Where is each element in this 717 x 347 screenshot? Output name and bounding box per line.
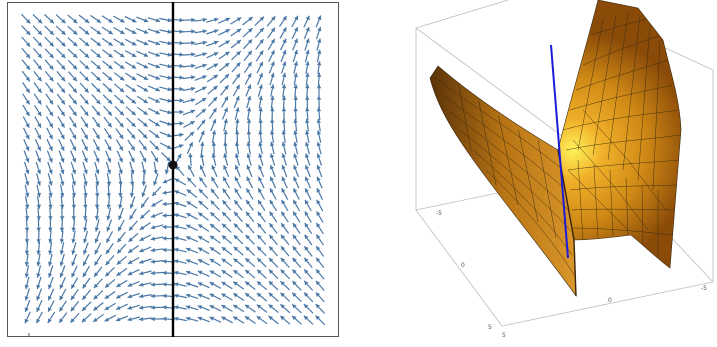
flow-arrow-head — [191, 87, 195, 91]
flow-arrow-head — [162, 305, 166, 309]
flow-arrow-head — [305, 84, 309, 88]
flow-arrow-head — [317, 107, 321, 111]
flow-arrow-head — [317, 96, 321, 100]
flow-arrow-head — [162, 213, 166, 217]
flow-arrow-head — [247, 96, 251, 100]
flow-arrow-head — [282, 73, 286, 77]
tick-label-bottom-mid: 0 — [608, 297, 612, 304]
tick-label-bottom-left-2: 5 — [502, 332, 506, 339]
flow-arrow-head — [106, 216, 110, 220]
flow-arrow-head — [293, 107, 297, 111]
flow-arrow-head — [180, 110, 184, 114]
flow-arrow-head — [167, 76, 171, 80]
flow-arrow-head — [168, 41, 172, 45]
flow-arrow-head — [71, 239, 75, 243]
flow-arrow-head — [224, 119, 228, 123]
flow-arrow-head — [270, 84, 274, 88]
flow-arrow-head — [174, 259, 178, 263]
flow-arrow-head — [247, 130, 251, 134]
flow-arrow-head — [270, 119, 274, 123]
stream-plot — [7, 2, 339, 337]
flow-arrow-head — [174, 282, 178, 286]
flow-arrow-head — [180, 121, 184, 125]
tick-label-bottom-right: -5 — [701, 285, 707, 292]
flow-arrow-head — [37, 239, 41, 243]
flow-arrow-head — [203, 41, 207, 45]
flow-arrow-head — [200, 142, 204, 146]
flow-arrow-head — [191, 98, 196, 102]
surface-plot: -5 0 5 5 0 -5 — [398, 0, 717, 343]
flow-arrow-head — [162, 294, 166, 298]
flow-arrow-head — [174, 271, 178, 275]
flow-arrow-head — [162, 317, 166, 321]
flow-arrow-head — [305, 50, 309, 55]
flow-arrow-head — [282, 107, 286, 111]
flow-arrow-head — [25, 285, 29, 290]
flow-arrow-head — [162, 202, 166, 206]
flow-arrow-head — [130, 182, 134, 186]
flow-arrow-head — [235, 130, 239, 134]
flow-arrow-head — [235, 107, 239, 112]
surface-left-wing — [430, 66, 576, 296]
flow-arrow-head — [72, 216, 76, 220]
flow-arrow-head — [151, 259, 155, 263]
flow-arrow-head — [293, 119, 297, 123]
flow-arrow-head — [95, 205, 99, 209]
flow-arrow-head — [258, 119, 262, 123]
flow-arrow-head — [60, 193, 64, 197]
flow-arrow-head — [305, 96, 309, 100]
flow-arrow-head — [317, 38, 321, 42]
flow-arrow-head — [130, 170, 134, 174]
flow-arrow-head — [305, 107, 309, 111]
flow-arrow-head — [270, 107, 274, 111]
flow-arrow-head — [168, 30, 172, 34]
stream-plot-canvas — [7, 2, 339, 337]
flow-arrow-head — [95, 227, 99, 232]
flow-arrow-head — [142, 182, 146, 186]
flow-arrow-head — [162, 259, 166, 263]
critical-point-dot — [169, 161, 178, 170]
flow-arrow-head — [168, 53, 172, 57]
tick-label-bottom-left: 5 — [488, 324, 492, 331]
flow-arrow-head — [162, 271, 166, 275]
flow-arrow-head — [48, 262, 52, 266]
tick-label-left-upper: -5 — [436, 210, 442, 217]
tick-label-left-lower: 0 — [461, 262, 465, 269]
flow-arrow-head — [139, 294, 143, 298]
flow-arrow-head — [202, 52, 207, 56]
flow-arrow-head — [151, 237, 155, 241]
flow-arrow-head — [36, 273, 40, 277]
flow-arrow-head — [139, 271, 143, 275]
surface-plot-canvas: -5 0 5 5 0 -5 — [398, 0, 717, 343]
flow-arrow-head — [95, 181, 99, 185]
flow-arrow-head — [282, 119, 286, 123]
flow-arrow-head — [139, 283, 143, 287]
flow-arrow-head — [247, 142, 251, 146]
flow-arrow-head — [317, 84, 321, 88]
flow-arrow-head — [188, 153, 192, 157]
flow-arrow-head — [174, 294, 178, 298]
flow-arrow-head — [180, 64, 184, 68]
flow-arrow-head — [60, 228, 64, 232]
flow-arrow-head — [162, 282, 166, 286]
flow-arrow-head — [294, 61, 298, 65]
flow-arrow-head — [294, 96, 298, 100]
flow-arrow-head — [128, 317, 132, 321]
flow-arrow-head — [259, 96, 263, 100]
flow-arrow-head — [168, 64, 172, 68]
flow-arrow-head — [83, 239, 87, 243]
flow-arrow-head — [191, 64, 195, 68]
